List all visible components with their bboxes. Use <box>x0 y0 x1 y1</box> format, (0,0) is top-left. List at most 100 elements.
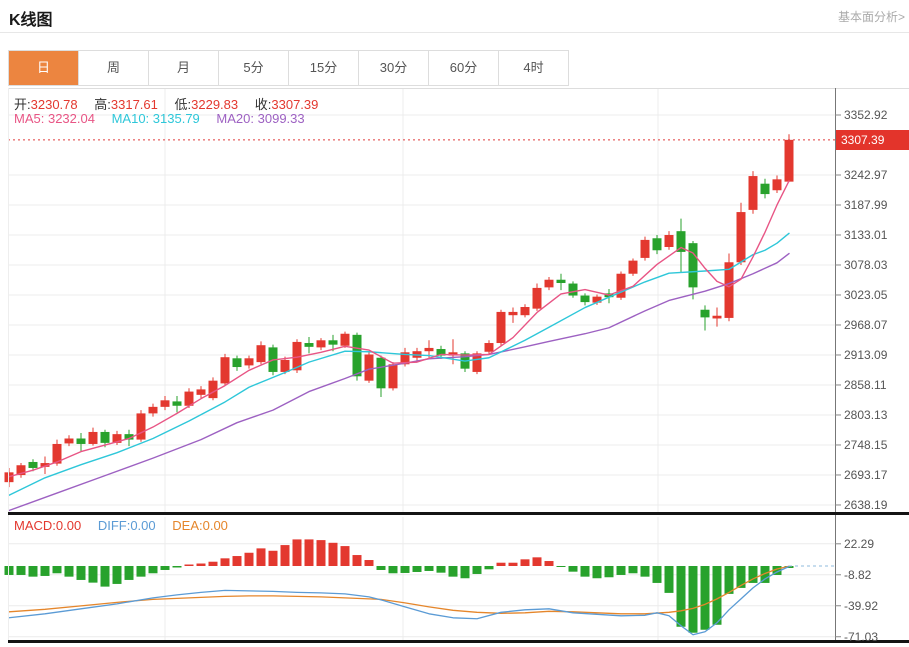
diff-line <box>8 565 790 636</box>
candle-body <box>568 283 578 296</box>
candle-body <box>16 465 26 476</box>
y-axis-label: 2748.15 <box>844 437 888 452</box>
candle-body <box>196 389 206 395</box>
candle-body <box>688 243 698 288</box>
macd-bar <box>652 566 662 583</box>
candle-body <box>640 239 650 258</box>
candle-body <box>676 231 686 252</box>
header-divider <box>0 32 909 33</box>
candle-body <box>124 434 134 440</box>
candle-body <box>40 463 50 467</box>
macd-bar <box>76 566 86 580</box>
candle-body <box>724 262 734 318</box>
macd-bar <box>580 566 590 577</box>
y-axis-label: -39.92 <box>844 598 879 613</box>
macd-bar <box>436 566 446 573</box>
macd-bar <box>772 566 782 575</box>
macd-bar <box>40 566 50 576</box>
y-axis-label: 3242.97 <box>844 167 888 182</box>
dea-line <box>8 565 790 615</box>
macd-bar <box>124 566 134 580</box>
candle-body <box>256 345 266 363</box>
candle-body <box>472 353 482 372</box>
candle-body <box>232 358 242 368</box>
ma10-line <box>8 232 790 496</box>
macd-bar <box>748 566 758 583</box>
macd-bar <box>340 546 350 567</box>
candle-body <box>556 279 566 284</box>
tab-4时[interactable]: 4时 <box>523 60 544 75</box>
macd-bar <box>568 566 578 572</box>
macd-bar <box>760 566 770 583</box>
candle-body <box>520 307 530 316</box>
pane-divider <box>8 512 909 515</box>
candle-body <box>208 380 218 399</box>
page-title: K线图 <box>9 12 53 29</box>
candle-body <box>148 406 158 414</box>
macd-bar <box>100 566 110 587</box>
candle-body <box>100 431 110 443</box>
macd-bar <box>628 566 638 574</box>
ma20-line <box>8 252 790 512</box>
candle-body <box>328 340 338 345</box>
macd-bar <box>160 566 170 570</box>
macd-bar <box>292 539 302 567</box>
macd-bar <box>676 566 686 627</box>
tab-周[interactable]: 周 <box>79 51 149 85</box>
candle-body <box>112 434 122 443</box>
tab-15分[interactable]: 15分 <box>289 51 359 85</box>
candle-body <box>316 340 326 348</box>
candle-body <box>736 212 746 263</box>
candle-body <box>76 438 86 444</box>
candle-body <box>664 234 674 247</box>
y-axis-label: 2858.11 <box>844 377 887 392</box>
macd-bar <box>352 555 362 567</box>
macd-bar <box>52 566 62 574</box>
macd-bar <box>508 562 518 567</box>
macd-bar <box>388 566 398 574</box>
candle-body <box>244 358 254 366</box>
tab-日[interactable]: 日 <box>9 51 79 85</box>
tab-月[interactable]: 月 <box>149 51 219 85</box>
macd-bar <box>736 566 746 588</box>
y-axis-label: 2638.19 <box>844 497 888 512</box>
candle-body <box>136 413 146 440</box>
current-price-badge: 3307.39 <box>836 129 909 150</box>
candle-body <box>352 334 362 377</box>
macd-bar <box>148 566 158 574</box>
macd-bar <box>472 566 482 574</box>
tab-5分[interactable]: 5分 <box>219 51 289 85</box>
candle-body <box>532 287 542 309</box>
y-axis-label: 2803.13 <box>844 407 888 422</box>
candle-body <box>88 431 98 444</box>
y-axis-label: 2693.17 <box>844 467 888 482</box>
candle-body <box>184 391 194 406</box>
macd-bar <box>112 566 122 584</box>
chart-bottom-border <box>8 640 909 643</box>
macd-bar <box>616 566 626 575</box>
macd-bar <box>496 562 506 567</box>
macd-bar <box>280 545 290 567</box>
macd-bar <box>232 556 242 567</box>
macd-bar <box>64 566 74 577</box>
macd-bar <box>484 566 494 570</box>
tab-30分[interactable]: 30分 <box>359 51 429 85</box>
macd-bar <box>88 566 98 583</box>
candle-body <box>364 354 374 381</box>
fundamental-analysis-link[interactable]: 基本面分析> <box>837 10 905 24</box>
macd-bar <box>604 566 614 578</box>
macd-bar <box>184 564 194 567</box>
candle-body <box>376 357 386 389</box>
candle-body <box>304 343 314 347</box>
macd-bar <box>640 566 650 577</box>
tab-60分[interactable]: 60分 <box>429 51 499 85</box>
macd-bar <box>376 566 386 570</box>
candle-body <box>616 273 626 298</box>
macd-bar <box>220 558 230 567</box>
candle-body <box>544 279 554 288</box>
macd-bar <box>400 566 410 573</box>
candle-body <box>160 400 170 407</box>
candle-body <box>760 183 770 195</box>
candle-body <box>388 364 398 389</box>
